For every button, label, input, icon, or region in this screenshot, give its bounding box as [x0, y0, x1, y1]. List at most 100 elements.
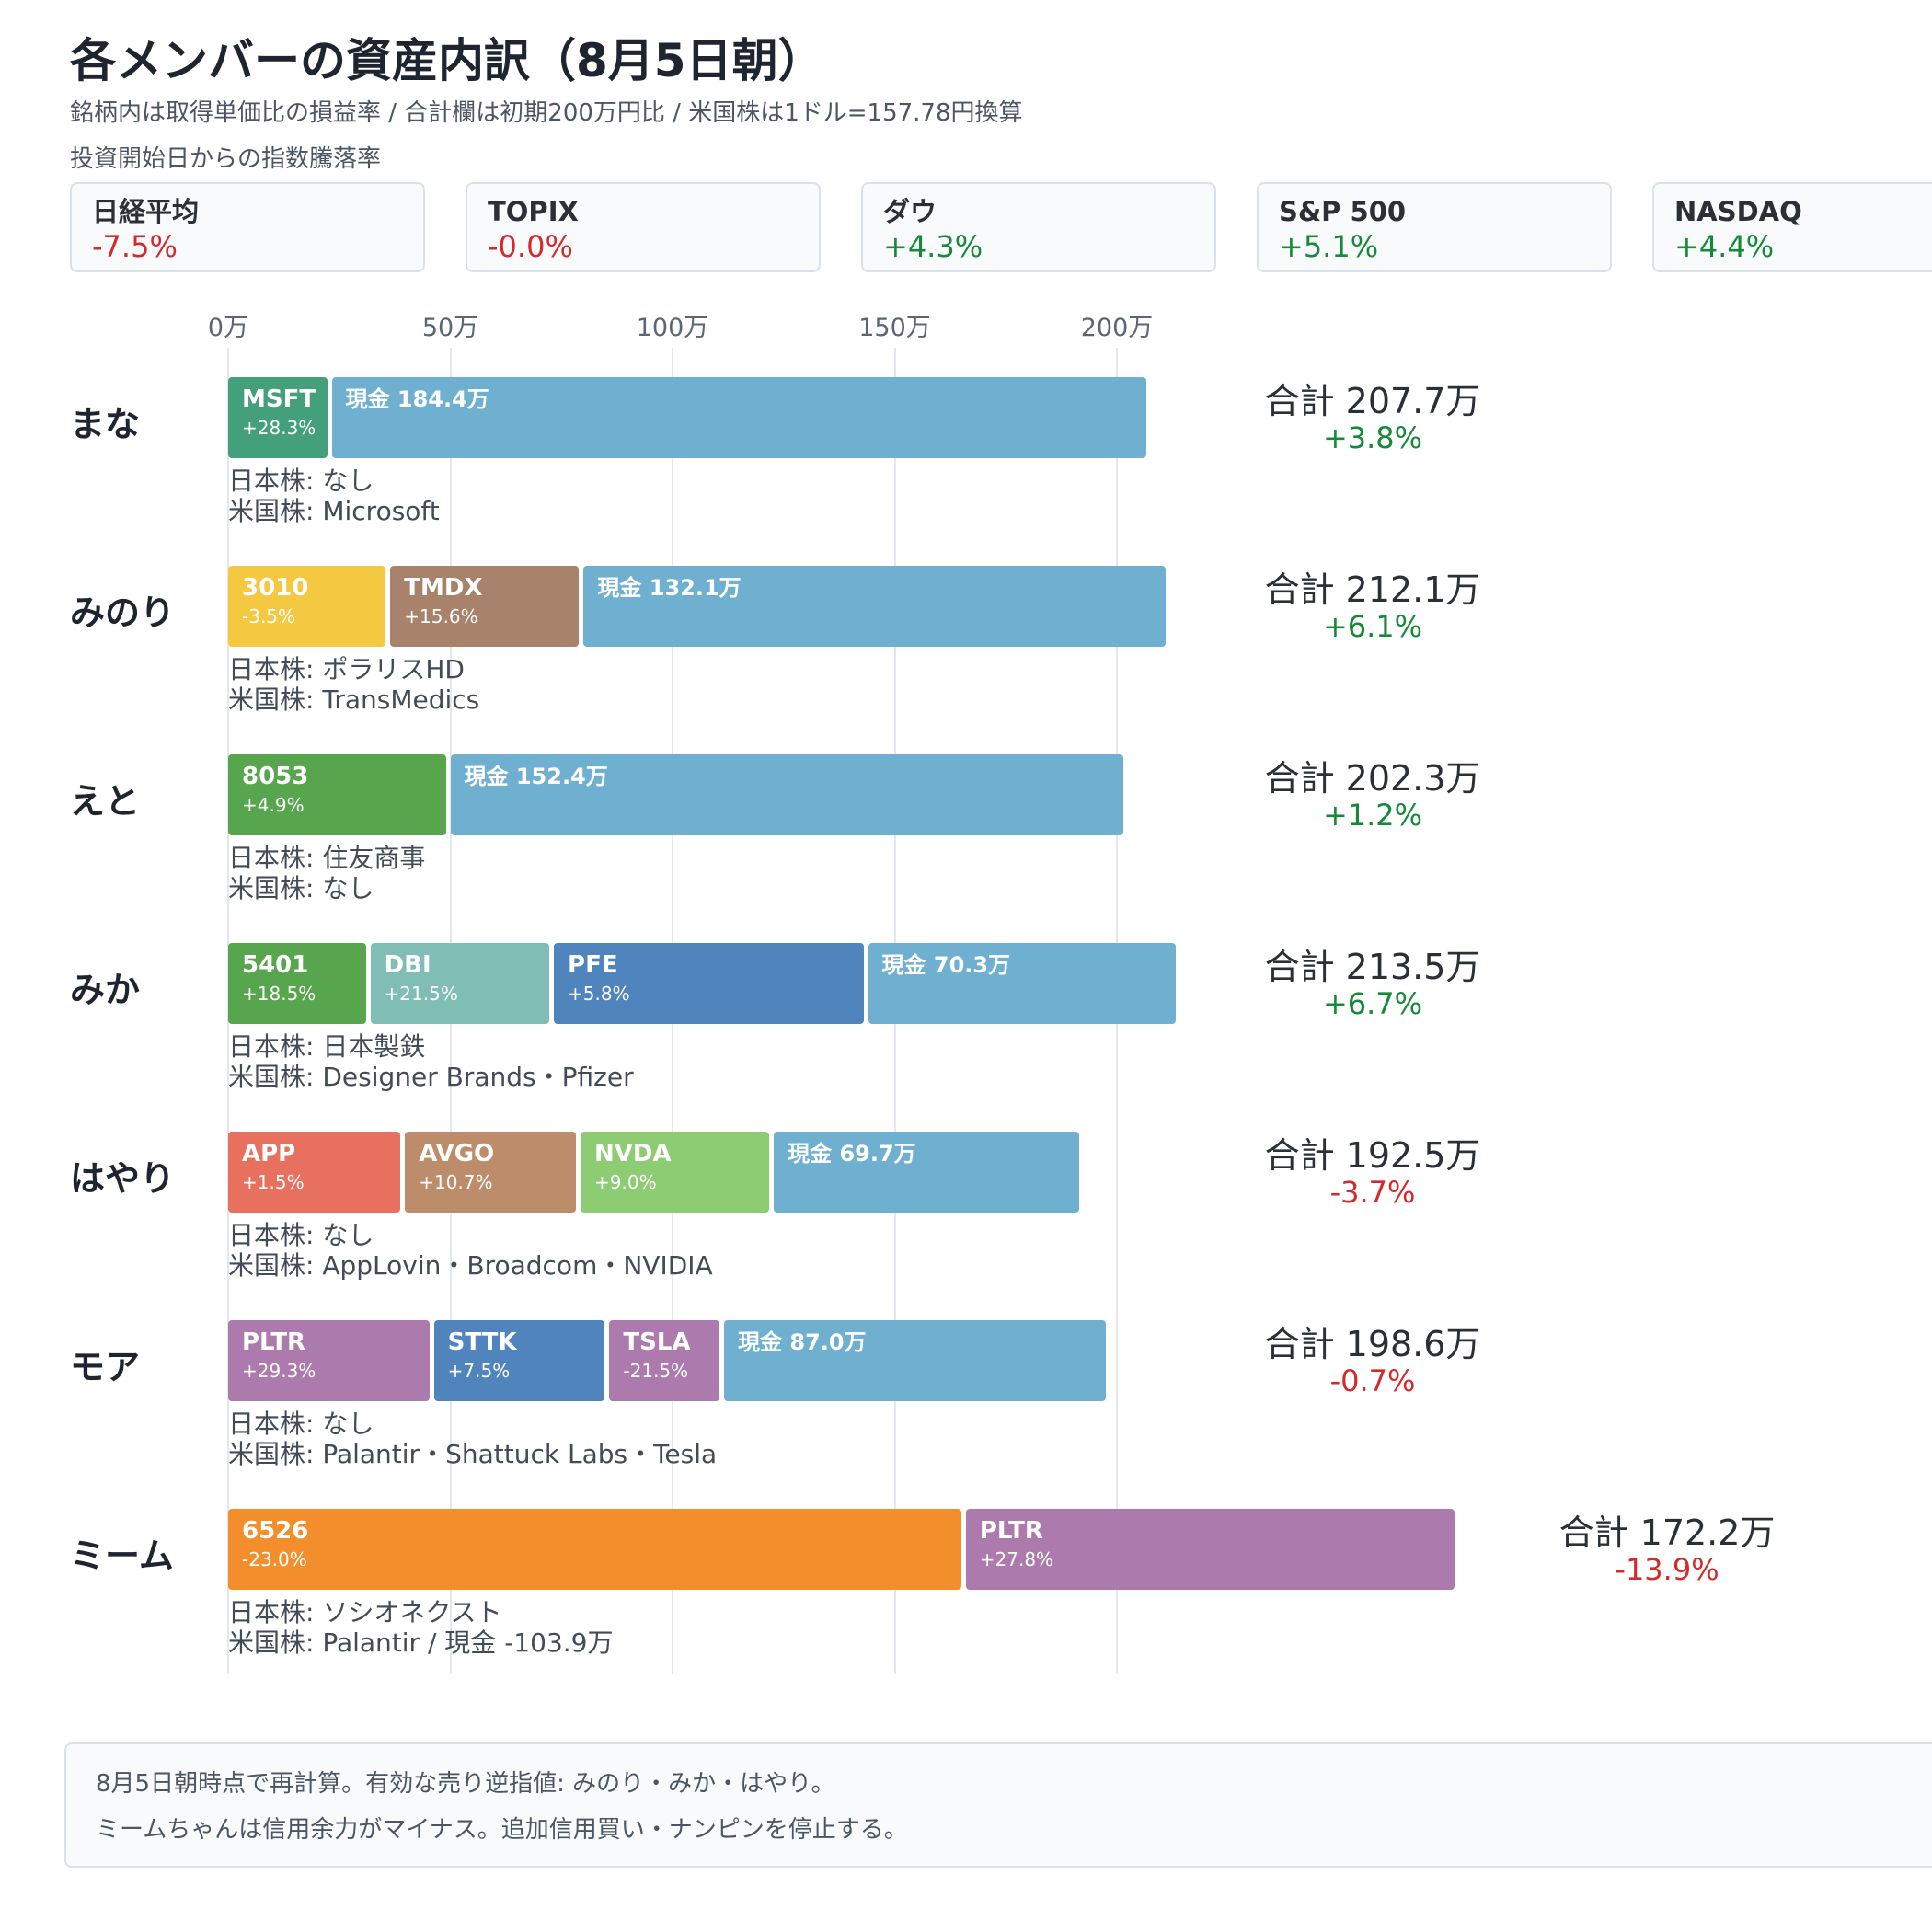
member-name: まな [70, 404, 141, 444]
index-value: -0.0% [488, 229, 573, 264]
us-holdings: 米国株: TransMedics [228, 684, 480, 715]
segment-pct: +1.5% [242, 1171, 305, 1193]
stock-bar-segment: 6526 -23.0% [228, 1509, 961, 1590]
x-tick-label: 50万 [421, 314, 479, 342]
member-name: モア [70, 1347, 141, 1387]
member-name: みのり [70, 592, 176, 633]
us-holdings: 米国株: なし [228, 873, 374, 903]
index-card: ダウ +4.3% [861, 182, 1216, 272]
us-holdings: 米国株: Palantir / 現金 -103.9万 [228, 1627, 614, 1658]
segment-label: MSFT [242, 385, 316, 413]
segment-pct: +21.5% [384, 983, 458, 1005]
segment-pct: +4.9% [242, 794, 305, 816]
segment-label: PLTR [242, 1328, 306, 1356]
note-line: 8月5日朝時点で再計算。有効な売り逆指値: みのり・みか・はやり。 [96, 1770, 835, 1798]
index-card: TOPIX -0.0% [466, 182, 821, 272]
segment-label: TMDX [404, 574, 483, 602]
total-pct: -13.9% [1615, 1552, 1719, 1587]
segment-label: 現金 69.7万 [788, 1141, 916, 1167]
segment-label: 6526 [242, 1517, 309, 1545]
jp-holdings: 日本株: ソシオネクスト [228, 1597, 502, 1627]
member-name: みか [70, 970, 141, 1010]
cash-bar-segment: 現金 132.1万 [583, 566, 1167, 647]
segment-pct: +5.8% [568, 983, 630, 1005]
total-amount: 合計 202.3万 [1264, 758, 1481, 799]
us-holdings: 米国株: Palantir・Shattuck Labs・Tesla [228, 1439, 718, 1469]
page-title: 各メンバーの資産内訳（8月5日朝） [70, 34, 824, 87]
x-tick-label: 0万 [207, 314, 249, 342]
jp-holdings: 日本株: なし [228, 466, 374, 496]
member-total: 合計 212.1万 +6.1% [1235, 569, 1511, 643]
segment-label: NVDA [594, 1140, 672, 1167]
segment-pct: +18.5% [242, 983, 316, 1005]
segment-pct: +15.6% [404, 605, 478, 627]
member-total: 合計 172.2万 -13.9% [1529, 1512, 1805, 1586]
jp-holdings: 日本株: 住友商事 [228, 843, 426, 873]
index-name: NASDAQ [1674, 196, 1802, 227]
segment-pct: +29.3% [242, 1360, 316, 1382]
index-card: 日経平均 -7.5% [70, 182, 425, 272]
segment-pct: +10.7% [419, 1171, 493, 1193]
cash-bar-segment: 現金 152.4万 [450, 754, 1123, 835]
segment-label: PFE [568, 951, 618, 979]
index-value: +4.3% [883, 229, 983, 264]
member-total: 合計 198.6万 -0.7% [1235, 1324, 1511, 1397]
page-subtitle: 銘柄内は取得単価比の損益率 / 合計欄は初期200万円比 / 米国株は1ドル=1… [70, 99, 1023, 127]
segment-pct: -21.5% [623, 1360, 689, 1382]
index-card: NASDAQ +4.4% [1652, 182, 1932, 272]
index-value: -7.5% [92, 229, 178, 264]
total-pct: +6.7% [1322, 986, 1423, 1021]
segment-pct: +7.5% [447, 1360, 511, 1382]
stock-bar-segment: 3010 -3.5% [228, 566, 386, 647]
segment-pct: +28.3% [242, 417, 316, 439]
index-value: +4.4% [1674, 229, 1775, 264]
total-pct: +1.2% [1322, 798, 1423, 833]
member-name: ミーム [70, 1535, 174, 1576]
segment-label: 現金 152.4万 [464, 764, 608, 789]
member-total: 合計 213.5万 +6.7% [1235, 947, 1511, 1020]
x-tick-label: 150万 [858, 314, 931, 342]
cash-bar-segment: 現金 87.0万 [724, 1320, 1107, 1401]
segment-label: 8053 [242, 763, 309, 790]
member-total: 合計 192.5万 -3.7% [1235, 1135, 1511, 1209]
total-amount: 合計 192.5万 [1264, 1135, 1481, 1176]
total-pct: +3.8% [1322, 420, 1423, 455]
segment-label: TSLA [623, 1328, 691, 1356]
index-name: S&P 500 [1279, 196, 1407, 227]
member-total: 合計 207.7万 +3.8% [1235, 381, 1511, 454]
member-name: はやり [70, 1158, 176, 1199]
x-tick-label: 200万 [1080, 314, 1154, 342]
jp-holdings: 日本株: なし [228, 1220, 374, 1250]
jp-holdings: 日本株: なし [228, 1409, 374, 1439]
stock-bar-segment: 8053 +4.9% [228, 754, 446, 835]
stock-bar-segment: DBI +21.5% [370, 943, 550, 1024]
total-pct: -3.7% [1329, 1175, 1416, 1210]
stock-bar-segment: MSFT +28.3% [228, 377, 328, 458]
total-amount: 合計 207.7万 [1264, 381, 1481, 421]
total-amount: 合計 212.1万 [1264, 569, 1481, 610]
segment-label: STTK [447, 1328, 517, 1356]
member-total: 合計 202.3万 +1.2% [1235, 758, 1511, 832]
segment-pct: +9.0% [594, 1171, 657, 1193]
segment-label: 現金 132.1万 [597, 575, 742, 601]
cash-bar-segment: 現金 70.3万 [868, 943, 1177, 1024]
stock-bar-segment: PLTR +29.3% [228, 1320, 430, 1401]
segment-label: PLTR [979, 1517, 1043, 1545]
stock-bar-segment: 5401 +18.5% [228, 943, 366, 1024]
total-amount: 合計 213.5万 [1264, 947, 1481, 987]
segment-label: 現金 87.0万 [738, 1329, 867, 1355]
us-holdings: 米国株: Designer Brands・Pfizer [228, 1062, 634, 1092]
index-value: +5.1% [1279, 229, 1379, 264]
us-holdings: 米国株: Microsoft [228, 496, 440, 526]
total-pct: +6.1% [1322, 609, 1423, 644]
segment-pct: +27.8% [979, 1548, 1054, 1570]
index-caption: 投資開始日からの指数騰落率 [70, 145, 382, 173]
total-amount: 合計 172.2万 [1558, 1512, 1776, 1553]
stock-bar-segment: AVGO +10.7% [405, 1132, 576, 1213]
note-line: ミームちゃんは信用余力がマイナス。追加信用買い・ナンピンを停止する。 [96, 1816, 908, 1844]
note-box: 8月5日朝時点で再計算。有効な売り逆指値: みのり・みか・はやり。 ミームちゃん… [64, 1742, 1932, 1868]
total-amount: 合計 198.6万 [1264, 1324, 1481, 1364]
segment-label: 現金 70.3万 [881, 952, 1011, 978]
stock-bar-segment: STTK +7.5% [433, 1320, 605, 1401]
cash-bar-segment: 現金 184.4万 [331, 377, 1147, 458]
